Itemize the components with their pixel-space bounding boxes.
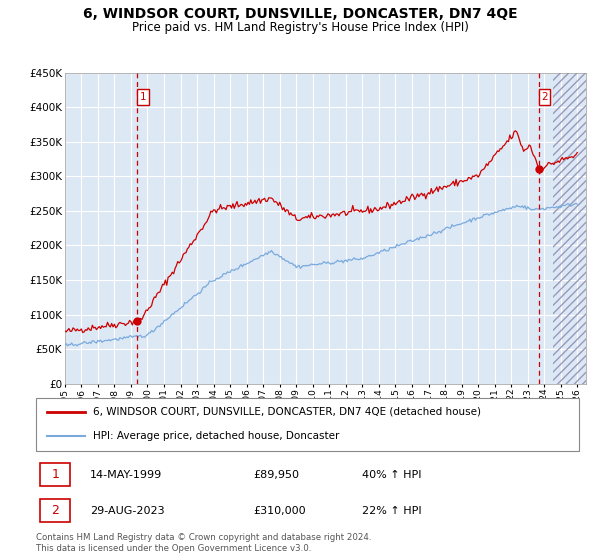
Bar	[553, 73, 586, 384]
FancyBboxPatch shape	[36, 398, 579, 451]
Text: 6, WINDSOR COURT, DUNSVILLE, DONCASTER, DN7 4QE: 6, WINDSOR COURT, DUNSVILLE, DONCASTER, …	[83, 7, 517, 21]
FancyBboxPatch shape	[40, 463, 70, 486]
Text: 29-AUG-2023: 29-AUG-2023	[91, 506, 165, 516]
Text: Contains HM Land Registry data © Crown copyright and database right 2024.
This d: Contains HM Land Registry data © Crown c…	[36, 533, 371, 553]
Text: 2: 2	[52, 504, 59, 517]
Text: 6, WINDSOR COURT, DUNSVILLE, DONCASTER, DN7 4QE (detached house): 6, WINDSOR COURT, DUNSVILLE, DONCASTER, …	[93, 407, 481, 417]
Text: 40% ↑ HPI: 40% ↑ HPI	[362, 470, 421, 480]
Text: 14-MAY-1999: 14-MAY-1999	[91, 470, 163, 480]
Text: £310,000: £310,000	[253, 506, 306, 516]
Text: HPI: Average price, detached house, Doncaster: HPI: Average price, detached house, Donc…	[93, 431, 340, 441]
Text: 2: 2	[541, 92, 548, 102]
Text: Price paid vs. HM Land Registry's House Price Index (HPI): Price paid vs. HM Land Registry's House …	[131, 21, 469, 34]
Text: 1: 1	[52, 468, 59, 481]
FancyBboxPatch shape	[40, 499, 70, 522]
Text: 1: 1	[140, 92, 146, 102]
Text: £89,950: £89,950	[253, 470, 299, 480]
Bar	[553, 73, 586, 384]
Text: 22% ↑ HPI: 22% ↑ HPI	[362, 506, 421, 516]
